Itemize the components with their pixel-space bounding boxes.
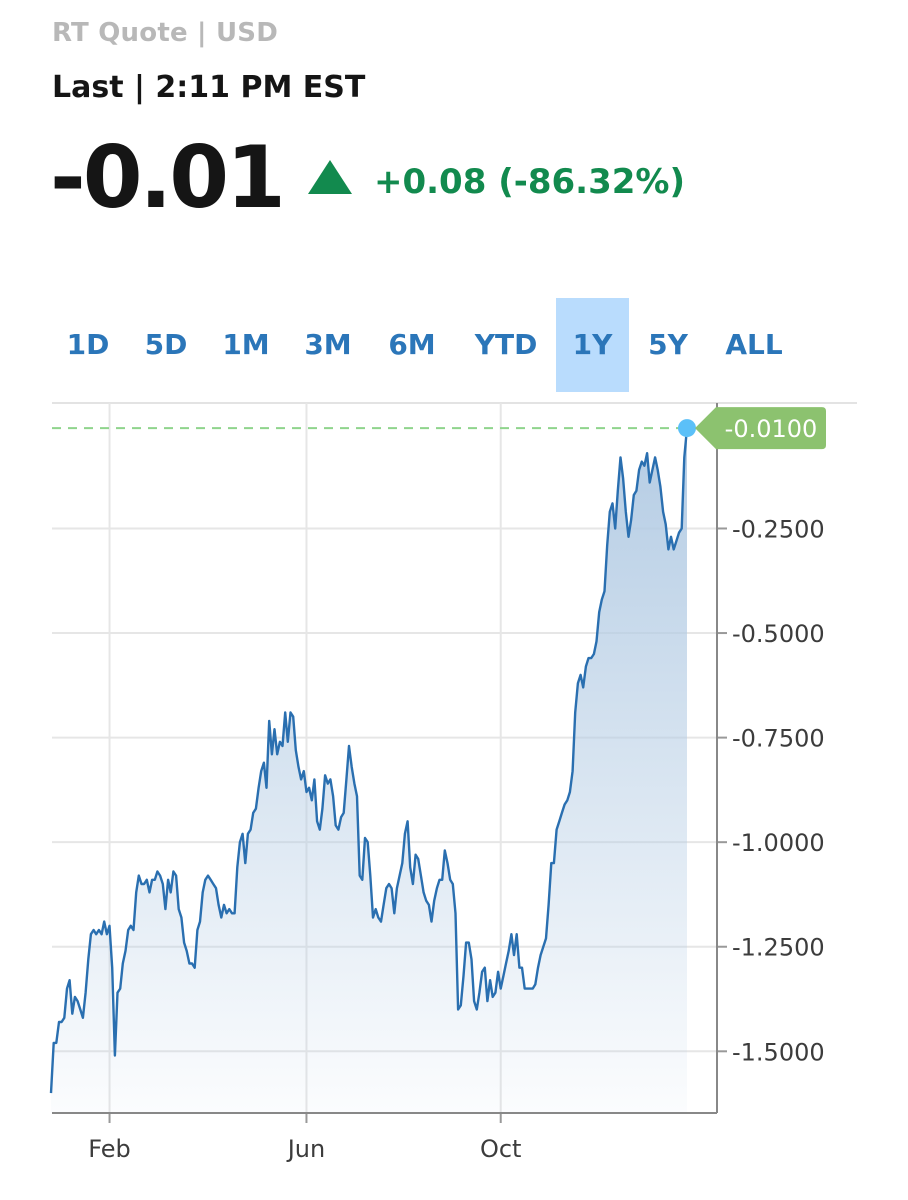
tab-5d[interactable]: 5D — [144, 328, 188, 361]
y-tick-label: -1.5000 — [732, 1038, 825, 1066]
tab-6m[interactable]: 6M — [388, 328, 436, 361]
tab-5y[interactable]: 5Y — [648, 328, 688, 361]
last-value-label: -0.0100 — [725, 415, 818, 443]
last-price: -0.01 — [50, 128, 286, 228]
price-chart: -0.2500 -0.5000 -0.7500 -1.0000 -1.2500 -1.50… — [49, 402, 857, 1163]
triangle-up-icon — [308, 160, 352, 194]
y-tick-label: -0.2500 — [732, 515, 825, 543]
quote-source-label: RT Quote | USD — [52, 18, 278, 48]
time-range-tabs: 1D 5D 1M 3M 6M YTD 1Y 5Y ALL — [50, 298, 810, 392]
price-line — [49, 427, 689, 1094]
y-tick-label: -0.5000 — [732, 620, 825, 648]
last-update-label: Last | 2:11 PM EST — [52, 70, 366, 105]
price-change: +0.08 (-86.32%) — [374, 162, 686, 202]
tab-1d[interactable]: 1D — [66, 328, 110, 361]
last-value-badge — [695, 407, 826, 450]
y-tick-label: -1.2500 — [732, 934, 825, 962]
tab-all[interactable]: ALL — [725, 328, 783, 361]
x-tick-label: Feb — [88, 1135, 131, 1163]
tab-1y[interactable]: 1Y — [556, 298, 629, 392]
tab-1m[interactable]: 1M — [222, 328, 270, 361]
x-tick-label: Oct — [480, 1135, 522, 1163]
price-area — [51, 428, 687, 1114]
x-tick-label: Jun — [286, 1135, 326, 1163]
y-tick-label: -1.0000 — [732, 829, 825, 857]
tab-3m[interactable]: 3M — [304, 328, 352, 361]
tab-ytd[interactable]: YTD — [474, 328, 538, 361]
y-tick-label: -0.7500 — [732, 725, 825, 753]
last-value-marker — [678, 419, 696, 438]
